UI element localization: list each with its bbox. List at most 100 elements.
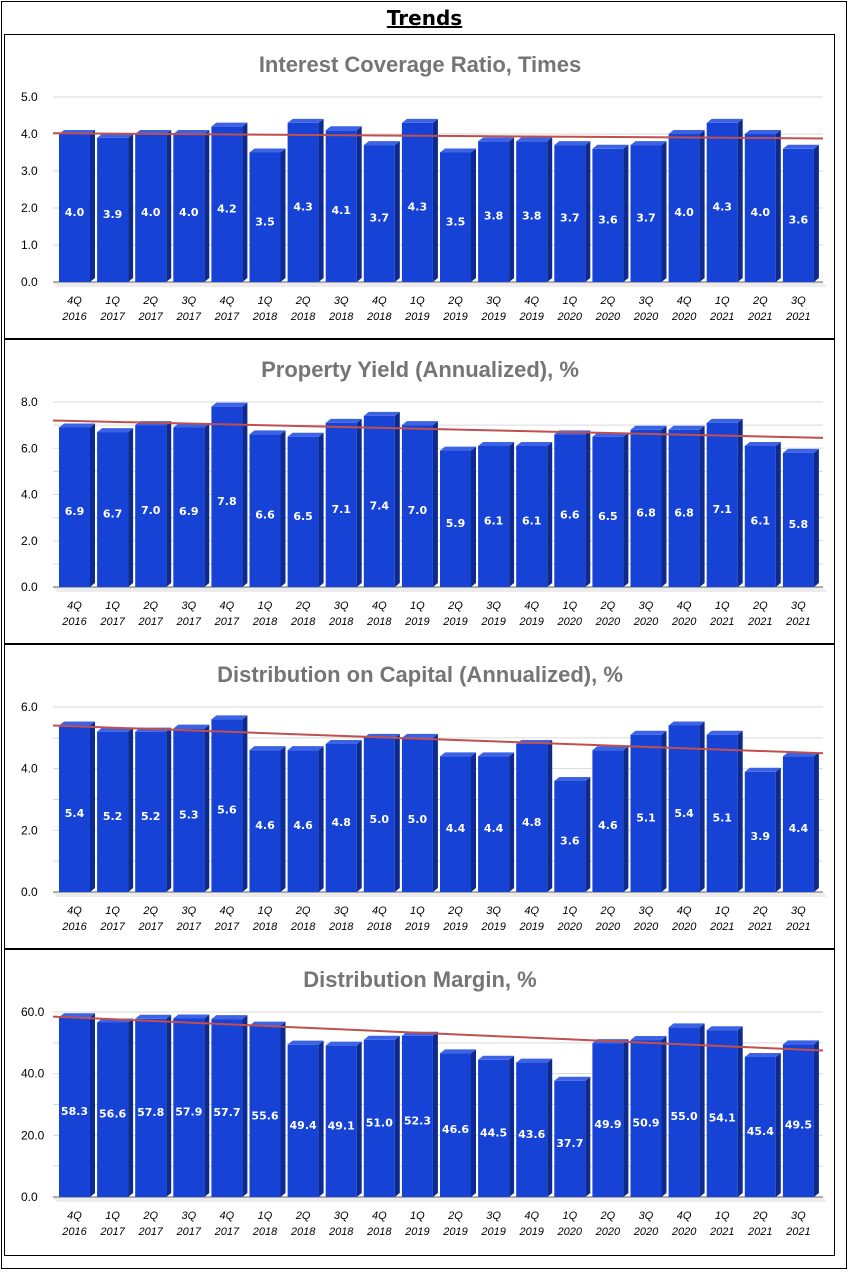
bar-front xyxy=(211,1019,243,1197)
data-label: 4.6 xyxy=(255,819,275,832)
x-tick-quarter: 3Q xyxy=(486,1210,501,1222)
property-yield-chart: Property Yield (Annualized), % 0.0 2.0 4.0 6… xyxy=(21,357,827,628)
bar xyxy=(173,423,210,587)
bar-top xyxy=(478,137,515,142)
bar-top xyxy=(554,777,591,781)
bar-front xyxy=(744,445,776,587)
bar xyxy=(706,730,743,892)
y-tick-label: 6.0 xyxy=(21,700,38,714)
data-label: 6.1 xyxy=(751,514,771,527)
x-tick-quarter: 3Q xyxy=(334,905,349,917)
x-tick-quarter: 3Q xyxy=(486,295,501,307)
bar-top xyxy=(706,418,743,423)
bar-front xyxy=(478,756,510,892)
bar-side xyxy=(547,740,553,892)
x-tick-year: 2017 xyxy=(214,311,240,323)
bar-side xyxy=(204,724,210,892)
bar-side xyxy=(661,425,667,587)
bar-side xyxy=(432,421,438,587)
bar xyxy=(592,1039,629,1197)
chart-title: Interest Coverage Ratio, Times xyxy=(259,52,581,77)
data-label: 3.5 xyxy=(446,215,466,228)
bar-side xyxy=(585,1076,591,1197)
y-tick-label: 4.0 xyxy=(21,488,38,502)
bar xyxy=(97,133,134,282)
x-tick-year: 2018 xyxy=(252,616,278,628)
x-tick-year: 2019 xyxy=(518,311,543,323)
x-tick-year: 2018 xyxy=(366,921,392,933)
bar-top xyxy=(401,421,438,426)
trendline xyxy=(52,724,824,755)
x-tick-quarter: 3Q xyxy=(791,600,806,612)
bar-front xyxy=(516,445,548,587)
bar xyxy=(287,118,324,283)
bar xyxy=(401,733,438,892)
data-label: 5.1 xyxy=(712,811,732,824)
bar xyxy=(249,148,286,282)
x-tick-year: 2017 xyxy=(137,1226,163,1238)
bar-front xyxy=(744,771,776,892)
data-label: 7.1 xyxy=(331,503,351,516)
bar-side xyxy=(699,130,705,282)
x-tick-quarter: 2Q xyxy=(295,905,311,917)
data-label: 6.9 xyxy=(179,505,199,518)
data-label: 57.8 xyxy=(137,1106,164,1119)
data-label: 55.6 xyxy=(251,1109,278,1122)
data-label: 56.6 xyxy=(99,1108,126,1121)
x-tick-quarter: 2Q xyxy=(142,1210,158,1222)
data-label: 3.7 xyxy=(636,212,656,225)
bar-top xyxy=(478,441,515,446)
bar-front xyxy=(135,425,167,587)
x-tick-year: 2021 xyxy=(747,921,772,933)
x-tick-quarter: 2Q xyxy=(142,600,158,612)
x-tick-year: 2016 xyxy=(61,616,87,628)
x-tick-quarter: 2Q xyxy=(752,600,768,612)
data-label: 6.7 xyxy=(103,508,123,521)
x-tick-quarter: 2Q xyxy=(447,600,463,612)
bar-front xyxy=(630,734,662,892)
bar-side xyxy=(775,441,781,587)
bar-top xyxy=(173,130,210,134)
bar-top xyxy=(630,1036,667,1041)
x-tick-quarter: 2Q xyxy=(447,1210,463,1222)
x-tick-year: 2021 xyxy=(747,311,772,323)
bar xyxy=(135,421,172,587)
y-tick-label: 6.0 xyxy=(21,441,38,455)
bar-top xyxy=(287,1040,324,1045)
bar-side xyxy=(432,733,438,892)
data-label: 3.9 xyxy=(751,830,771,843)
bar-top xyxy=(516,441,553,446)
chart-panel-interest-coverage: Interest Coverage Ratio, Times 0.0 1.0 2.0 3… xyxy=(4,34,835,339)
chart-title: Property Yield (Annualized), % xyxy=(261,357,579,382)
bar-front xyxy=(135,731,167,892)
bar-side xyxy=(432,1031,438,1197)
x-tick-quarter: 2Q xyxy=(142,295,158,307)
bar-side xyxy=(585,430,591,587)
x-tick-quarter: 1Q xyxy=(715,1210,730,1222)
data-label: 4.8 xyxy=(331,816,351,829)
chart-floor xyxy=(53,587,827,592)
bar-side xyxy=(356,418,362,587)
bar xyxy=(211,402,248,587)
data-label: 51.0 xyxy=(366,1116,393,1129)
bar-front xyxy=(478,1059,510,1197)
chart-floor xyxy=(53,1197,827,1202)
chart-floor xyxy=(53,282,827,287)
x-tick-quarter: 1Q xyxy=(562,1210,577,1222)
y-tick-label: 4.0 xyxy=(21,127,38,141)
x-tick-year: 2020 xyxy=(595,616,621,628)
bar xyxy=(363,1035,400,1197)
bar-front xyxy=(706,122,738,283)
distribution-on-capital-chart: Distribution on Capital (Annualized), % 0… xyxy=(21,662,827,933)
bar-front xyxy=(592,148,624,282)
y-tick-label: 8.0 xyxy=(21,395,38,409)
x-tick-quarter: 4Q xyxy=(372,905,387,917)
bar-front xyxy=(706,1030,738,1197)
x-tick-quarter: 2Q xyxy=(600,600,616,612)
bar-top xyxy=(363,411,400,416)
data-label: 3.7 xyxy=(370,212,390,225)
x-tick-quarter: 4Q xyxy=(524,905,539,917)
data-label: 55.0 xyxy=(671,1110,698,1123)
x-tick-year: 2018 xyxy=(366,311,392,323)
x-tick-year: 2018 xyxy=(290,921,316,933)
